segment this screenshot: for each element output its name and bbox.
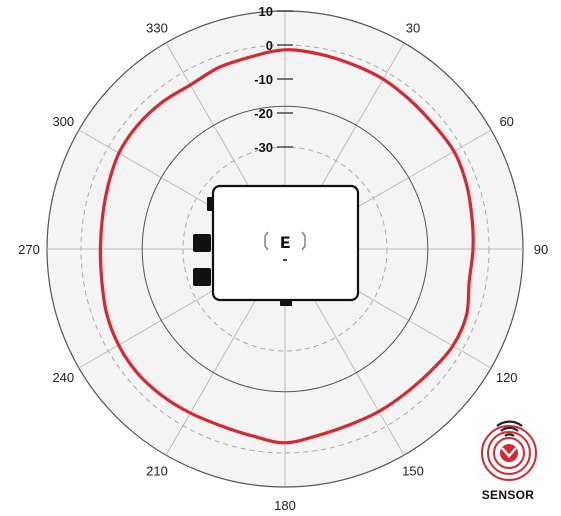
radial-tick-label-3: -20 [254, 106, 273, 121]
device-logo-icon: ᴇ [264, 230, 306, 261]
device-connector-upper [193, 234, 211, 252]
angle-tick-label-180: 180 [274, 498, 296, 513]
ring-solid-1 [141, 105, 429, 393]
device-illustration: ᴇ [193, 184, 360, 306]
radial-tick-label-4: -30 [254, 140, 273, 155]
angle-tick-label-30: 30 [406, 20, 420, 35]
device-connector-lower [193, 268, 211, 286]
angle-tick-label-330: 330 [146, 20, 168, 35]
radial-tick-labels: 10 0 -10 -20 -30 [254, 4, 273, 155]
angle-tick-label-210: 210 [146, 464, 168, 479]
series-line [98, 48, 475, 445]
angle-tick-labels: 30 60 90 120 150 180 210 240 270 300 330 [18, 20, 548, 513]
signal-waves-icon [496, 420, 523, 437]
radial-tick-marks [277, 10, 293, 148]
radial-tick-label-1: 0 [266, 38, 273, 53]
brand-label: SENSOR [482, 488, 535, 502]
angle-tick-label-240: 240 [52, 370, 74, 385]
device-connector-top [207, 197, 213, 211]
angle-tick-label-60: 60 [499, 114, 513, 129]
angle-tick-label-120: 120 [496, 370, 518, 385]
sensor-brand-logo: SENSOR [481, 420, 537, 502]
angle-tick-label-150: 150 [402, 464, 424, 479]
device-logo-glyph: ᴇ [280, 230, 291, 253]
device-body [211, 184, 360, 302]
radial-tick-label-2: -10 [254, 72, 273, 87]
target-icon [481, 425, 537, 481]
ring-dashed-0 [80, 44, 490, 454]
angle-tick-label-270: 270 [18, 242, 40, 257]
angle-tick-label-300: 300 [52, 114, 74, 129]
radial-tick-label-0: 10 [259, 4, 273, 19]
angle-tick-label-90: 90 [534, 242, 548, 257]
